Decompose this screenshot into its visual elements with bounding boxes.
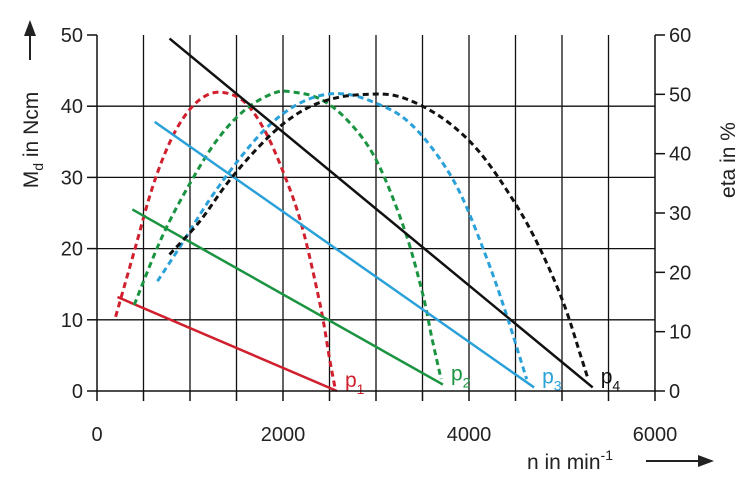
y-axis-left-label-rest: in Ncm [20,92,43,163]
series-p2: p2 [131,89,471,391]
svg-text:eta in %: eta in % [717,122,740,198]
y-right-tick-label: 40 [669,144,691,166]
x-axis-label-main: n in min [527,451,601,474]
x-tick-label: 2000 [261,424,306,446]
series-label-sub: 1 [357,381,365,397]
series-label-main: p [345,369,357,392]
torque-line-p1 [116,295,338,393]
torque-line-p2 [131,208,444,386]
y-right-tick-label: 60 [669,25,691,47]
y-axis-left-label: Md in Ncm [20,92,46,188]
x-axis-label-sup: -1 [601,447,614,463]
x-axis-label: n in min-1 [527,447,613,474]
y-right-tick-label: 0 [669,381,680,403]
x-tick-label: 0 [91,424,102,446]
y-left-tick-label: 20 [61,239,83,261]
series-p4: p4 [168,37,621,393]
y-right-tick-label: 50 [669,84,691,106]
y-left-tick-label: 50 [61,25,83,47]
series-label-p4: p4 [601,365,621,393]
series-label-main: p [601,365,613,388]
y-left-tick-label: 30 [61,167,83,189]
y-right-tick-label: 30 [669,203,691,225]
series-label-sub: 2 [463,375,471,391]
torque-line-p4 [168,37,594,389]
grid [97,35,655,391]
series-label-p1: p1 [345,369,365,397]
series-label-sub: 4 [612,377,620,393]
y-axis-left-arrow [24,20,36,60]
series-label-sub: 3 [554,377,562,393]
series-label-main: p [542,365,554,388]
efficiency-curve-p3 [156,92,529,380]
efficiency-curve-p2 [132,89,443,380]
series-label-p2: p2 [451,363,471,391]
y-right-tick-label: 20 [669,262,691,284]
ticks-layer: 0 10 20 30 40 50 0 10 20 30 40 50 60 0 2000 4000 6000 [61,25,692,446]
series-p3: p3 [153,92,562,393]
series-label-main: p [451,363,463,386]
series-label-p3: p3 [542,365,562,393]
x-axis-arrow [646,455,714,467]
x-tick-label: 6000 [633,424,678,446]
y-axis-left-label-main: M [20,171,43,189]
y-axis-left-label-sub: d [30,163,46,171]
series-p1: p1 [114,90,365,397]
y-left-tick-label: 0 [72,381,83,403]
y-left-tick-label: 10 [61,310,83,332]
y-axis-right-label: eta in % [717,122,740,198]
y-right-tick-label: 10 [669,322,691,344]
efficiency-curve-p4 [168,92,590,380]
y-left-tick-label: 40 [61,96,83,118]
x-tick-label: 4000 [447,424,492,446]
efficiency-curve-p1 [114,90,337,389]
svg-text:Md in Ncm: Md in Ncm [20,92,46,188]
torque-line-p3 [153,120,535,389]
